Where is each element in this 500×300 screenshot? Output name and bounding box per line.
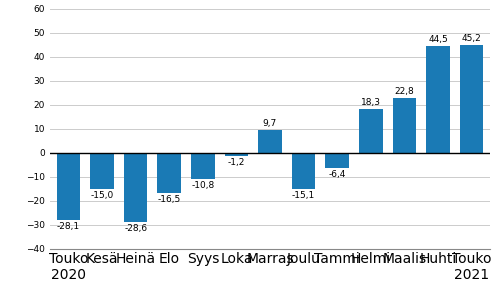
Bar bbox=[392, 98, 416, 153]
Bar bbox=[56, 153, 80, 220]
Bar bbox=[258, 130, 282, 153]
Text: 9,7: 9,7 bbox=[263, 119, 277, 128]
Text: 22,8: 22,8 bbox=[394, 87, 414, 96]
Text: -16,5: -16,5 bbox=[158, 194, 181, 203]
Bar bbox=[191, 153, 214, 179]
Bar bbox=[124, 153, 148, 222]
Bar bbox=[158, 153, 181, 193]
Bar bbox=[90, 153, 114, 189]
Text: -28,6: -28,6 bbox=[124, 224, 147, 232]
Bar bbox=[460, 44, 483, 153]
Text: 45,2: 45,2 bbox=[462, 34, 481, 43]
Text: -6,4: -6,4 bbox=[328, 170, 346, 179]
Text: -1,2: -1,2 bbox=[228, 158, 245, 167]
Bar bbox=[326, 153, 349, 168]
Text: 44,5: 44,5 bbox=[428, 35, 448, 44]
Bar bbox=[426, 46, 450, 153]
Text: 18,3: 18,3 bbox=[361, 98, 381, 107]
Text: -15,1: -15,1 bbox=[292, 191, 315, 200]
Text: -10,8: -10,8 bbox=[191, 181, 214, 190]
Bar bbox=[224, 153, 248, 156]
Text: -28,1: -28,1 bbox=[57, 222, 80, 231]
Text: -15,0: -15,0 bbox=[90, 191, 114, 200]
Bar bbox=[292, 153, 316, 189]
Bar bbox=[359, 109, 382, 153]
